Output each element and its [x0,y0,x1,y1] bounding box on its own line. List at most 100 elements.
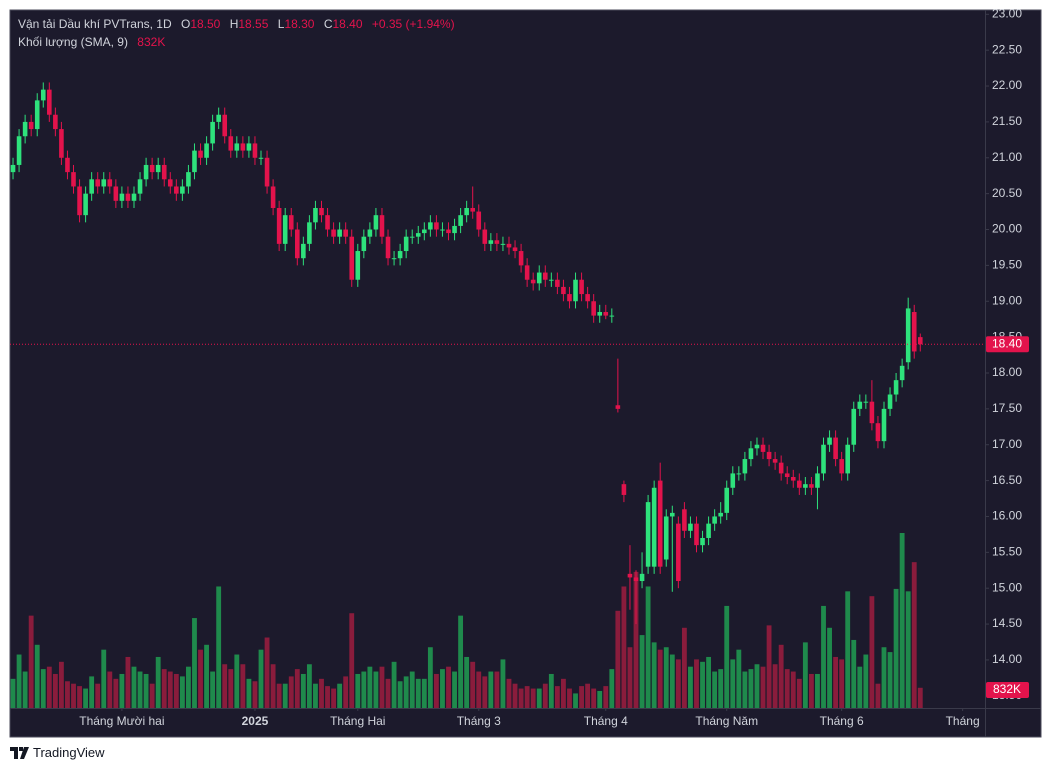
candle-body [464,207,469,216]
candle-body [107,179,113,187]
candle-body [180,186,185,194]
volume-bar [125,656,131,708]
volume-bar [458,615,464,708]
candle-body [167,179,173,187]
candle-body [71,172,76,187]
volume-bar [107,671,113,708]
candle-body [682,509,687,531]
candle-body [670,512,675,517]
volume-bar [482,676,488,708]
volume-bar [385,678,391,708]
candle-body [881,408,887,442]
volume-bar [173,673,179,708]
candle-body [349,236,355,280]
candle-body [603,312,609,316]
candle-body [893,380,899,395]
volume-bar [313,683,318,708]
volume-bar [706,656,712,708]
candle-body [500,243,506,245]
candle-body [766,451,772,460]
candle-body [754,444,760,449]
x-tick-label: Tháng Mười hai [79,714,164,728]
volume-bar [827,627,832,708]
volume-bar [506,678,512,708]
volume-bar [246,678,252,708]
volume-bar [476,671,482,708]
volume-bar [397,681,403,708]
candle-body [470,207,475,212]
candle-body [258,157,264,159]
volume-bar [561,678,566,708]
ohlc-value: 18.30 [284,17,315,31]
candle-body [282,215,288,244]
volume-bar [488,671,494,708]
candle-body [688,523,693,531]
volume-bar [863,654,869,708]
y-tick-label: 22.50 [992,42,1022,56]
candle-body [40,89,46,101]
candle-body [113,186,119,201]
volume-bar [675,659,681,708]
candle-body [28,121,34,130]
volume-bar [264,637,270,708]
candle-body [373,215,379,230]
candle-body [579,279,584,295]
candle-body [89,179,94,194]
volume-bar [748,669,754,708]
volume-bar [881,647,887,708]
volume-bar [585,683,591,708]
candle-body [216,114,221,122]
legend-line-2: Khối lượng (SMA, 9) 832K [18,35,165,49]
candle-body [458,215,463,226]
volume-bar [736,649,742,708]
volume-bar [240,664,246,708]
volume-bar [361,671,367,708]
volume-bar [542,683,548,708]
candle-body [10,164,16,173]
volume-bar [681,627,687,708]
candle-body [95,179,100,187]
volume-bar [343,676,349,708]
volume-bar [796,678,802,708]
candle-body [748,448,754,460]
volume-bar [633,571,639,708]
volume-bar [282,683,288,708]
candle-body [240,143,246,151]
candle-body [65,157,70,173]
candle-body [875,423,881,442]
volume-bar [603,686,609,708]
candle-body [536,272,542,284]
volume-bar [52,673,58,708]
y-tick-label: 21.00 [992,150,1022,164]
volume-bar [77,686,82,708]
candle-body [857,401,863,409]
volume-bar [294,669,300,708]
volume-bar [58,661,64,708]
candle-body [917,337,923,345]
volume-bar [573,693,578,708]
volume-bar [101,649,107,708]
candle-body [434,222,439,230]
volume-bar [22,671,28,708]
candle-body [34,100,40,130]
candle-body [645,502,651,567]
volume-bar [857,666,863,708]
candle-body [210,121,215,144]
y-tick-label: 19.00 [992,293,1022,307]
x-tick-label: Tháng 3 [457,714,501,728]
last-price-label: 18.40 [992,336,1022,350]
x-tick-label: Tháng Hai [330,714,385,728]
candle-body [712,516,717,524]
volume-bar [167,671,173,708]
volume-bar [325,686,330,708]
volume-bar [149,683,155,708]
volume-bar [40,669,46,708]
volume-bar [216,586,222,708]
candle-body [827,437,832,445]
volume-bar [28,615,34,708]
volume-bar [784,669,790,708]
y-tick-label: 18.00 [992,365,1022,379]
candle-body [301,243,306,259]
volume-bar [131,666,137,708]
x-tick-label: Tháng Năm [695,714,758,728]
